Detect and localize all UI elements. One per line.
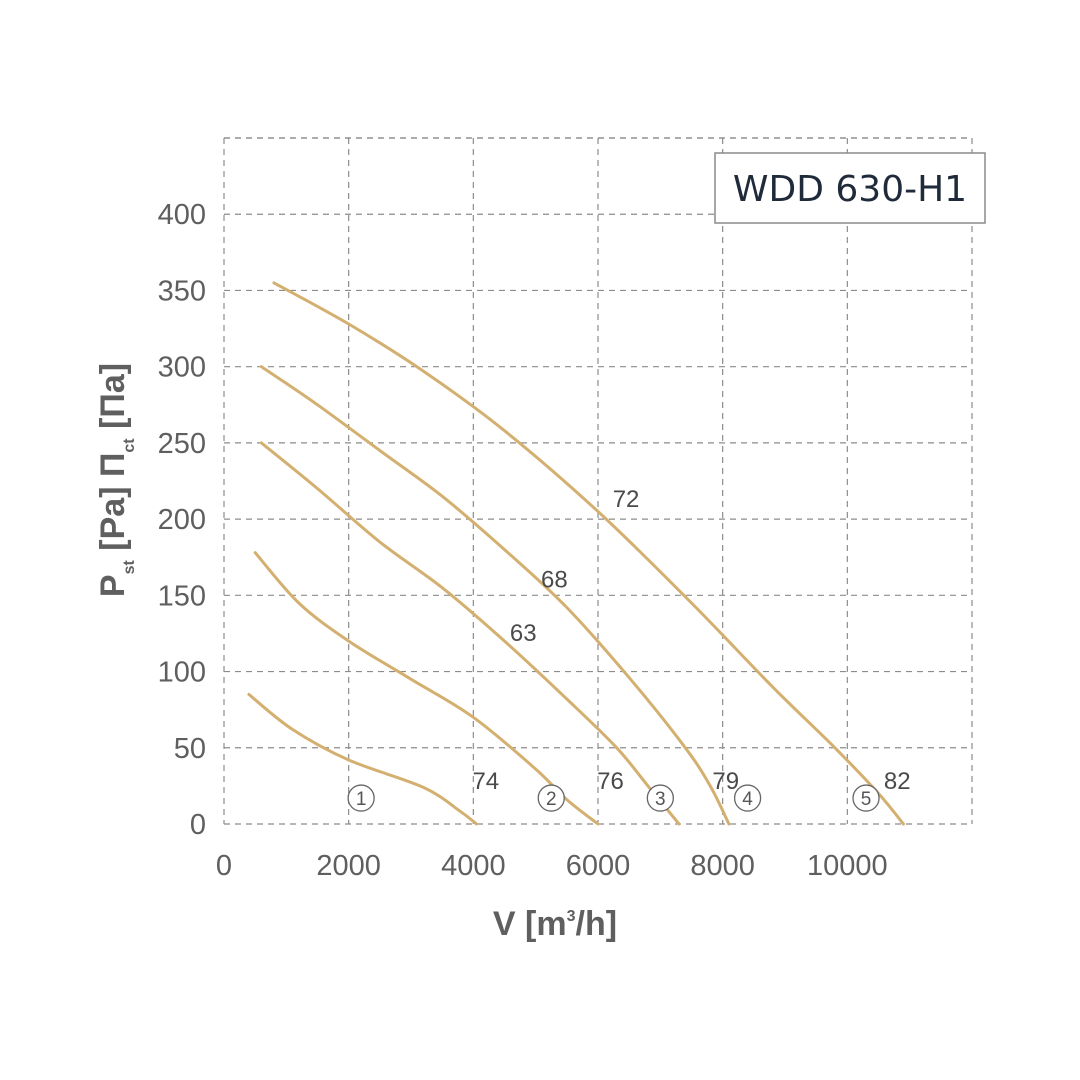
y-tick-label: 250: [158, 428, 206, 460]
curve-5: [272, 281, 905, 826]
x-tick-label: 0: [216, 850, 232, 882]
curve-marker-circle: [733, 784, 762, 812]
tick-labels: 0 2000 4000 6000 8000 10000 0 50 100 150 200 250 300…: [158, 199, 888, 882]
x-tick-label: 4000: [441, 850, 506, 882]
y-tick-label: 300: [158, 352, 206, 384]
curve-4: [259, 365, 731, 826]
curve-marker-number: 1: [356, 789, 367, 810]
y-tick-label: 150: [158, 580, 206, 612]
grid: [223, 137, 973, 825]
curve-marker-number: 3: [655, 789, 666, 810]
y-tick-label: 50: [174, 733, 206, 765]
x-tick-label: 8000: [690, 850, 755, 882]
curve-marker-circle: [852, 784, 880, 812]
chart-title: WDD 630-H1: [733, 169, 967, 210]
curves: [247, 281, 905, 826]
curve-value-label: 63: [510, 620, 537, 647]
x-tick-label: 10000: [807, 850, 888, 882]
title-box: WDD 630-H1: [714, 152, 986, 224]
x-axis-label: V [m3/h]: [493, 905, 617, 943]
y-tick-label: 0: [190, 809, 206, 841]
curve-value-label: 76: [597, 768, 624, 795]
curve-value-label: 74: [472, 768, 499, 795]
y-tick-label: 350: [158, 275, 206, 307]
curve-marker-1: 1: [347, 784, 375, 812]
curve-value-label: 79: [712, 768, 739, 795]
curve-marker-2: 2: [537, 784, 565, 812]
y-tick-label: 100: [158, 657, 206, 689]
curve-marker-circle: [537, 784, 565, 812]
x-tick-label: 6000: [566, 850, 631, 882]
curve-marker-number: 2: [546, 789, 557, 810]
curve-value-label: 68: [541, 567, 568, 594]
x-axis-title: V [m3/h]: [493, 905, 617, 943]
curve-marker-5: 5: [852, 784, 880, 812]
y-tick-label: 200: [158, 504, 206, 536]
x-tick-label: 2000: [316, 850, 381, 882]
curve-marker-circle: [646, 784, 674, 812]
curve-3: [259, 441, 681, 826]
curve-value-label: 72: [613, 486, 640, 513]
y-axis-title: Pst [Pa] Пct [Па]: [94, 363, 138, 597]
curve-marker-4: 4: [733, 784, 762, 812]
curve-marker-3: 3: [646, 784, 674, 812]
curve-1: [247, 692, 478, 826]
curve-marker-number: 5: [861, 789, 872, 810]
y-tick-label: 400: [158, 199, 206, 231]
curve-marker-number: 4: [742, 789, 753, 810]
curve-marker-circle: [347, 784, 375, 812]
curve-value-label: 82: [884, 768, 911, 795]
y-axis-label: Pst [Pa] Пct [Па]: [94, 363, 138, 597]
